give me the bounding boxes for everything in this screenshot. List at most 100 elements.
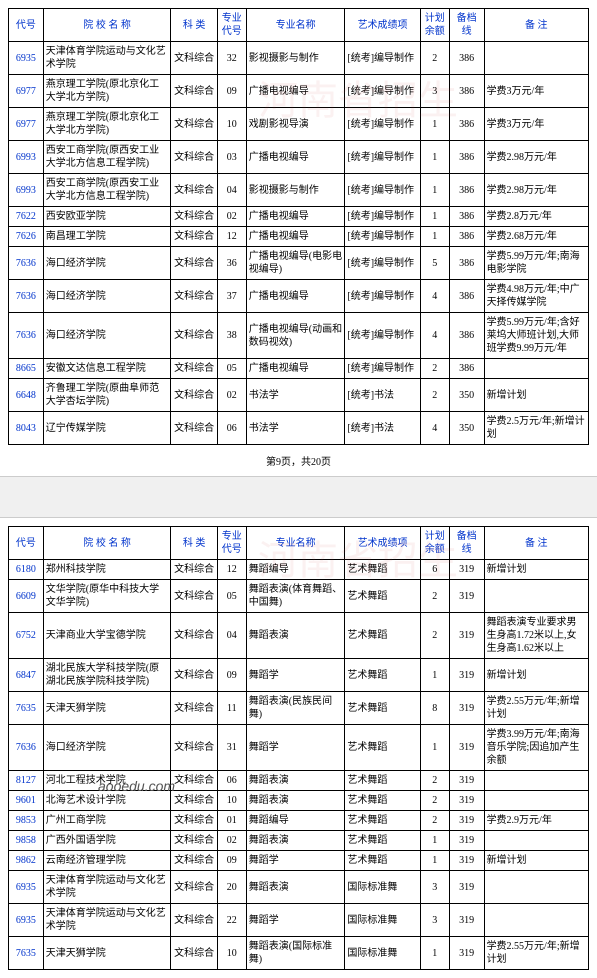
header-majorname: 专业名称 <box>246 9 345 42</box>
header-remark: 备 注 <box>484 527 588 560</box>
cell-score: 319 <box>449 871 484 904</box>
cell-remark <box>484 904 588 937</box>
table-row: 7636海口经济学院文科综合37广播电视编导[统考]编导制作4386学费4.98… <box>9 280 589 313</box>
table-row: 6993西安工商学院(原西安工业大学北方信息工程学院)文科综合04影视摄影与制作… <box>9 174 589 207</box>
cell-school: 湖北民族大学科技学院(原湖北民族学院科技学院) <box>43 659 171 692</box>
cell-plan: 3 <box>420 871 449 904</box>
cell-majorcode: 38 <box>217 313 246 359</box>
cell-remark: 学费2.8万元/年 <box>484 207 588 227</box>
cell-artitem: 艺术舞蹈 <box>345 771 420 791</box>
cell-score: 386 <box>449 280 484 313</box>
cell-plan: 2 <box>420 379 449 412</box>
cell-majorcode: 09 <box>217 659 246 692</box>
cell-score: 319 <box>449 560 484 580</box>
cell-code: 8665 <box>9 359 44 379</box>
cell-school: 辽宁传媒学院 <box>43 412 171 445</box>
cell-score: 350 <box>449 379 484 412</box>
cell-majorname: 影视摄影与制作 <box>246 42 345 75</box>
cell-code: 6993 <box>9 141 44 174</box>
cell-remark: 学费2.55万元/年;新增计划 <box>484 692 588 725</box>
cell-majorcode: 06 <box>217 412 246 445</box>
cell-code: 7636 <box>9 313 44 359</box>
cell-category: 文科综合 <box>171 692 217 725</box>
cell-artitem: 艺术舞蹈 <box>345 560 420 580</box>
cell-artitem: 艺术舞蹈 <box>345 580 420 613</box>
cell-plan: 2 <box>420 791 449 811</box>
table-row: 6935天津体育学院运动与文化艺术学院文科综合20舞蹈表演国际标准舞3319 <box>9 871 589 904</box>
cell-code: 7622 <box>9 207 44 227</box>
cell-artitem: 艺术舞蹈 <box>345 613 420 659</box>
cell-category: 文科综合 <box>171 75 217 108</box>
cell-school: 天津商业大学宝德学院 <box>43 613 171 659</box>
cell-artitem: 国际标准舞 <box>345 904 420 937</box>
cell-majorcode: 02 <box>217 207 246 227</box>
cell-remark: 学费3万元/年 <box>484 75 588 108</box>
cell-code: 6935 <box>9 904 44 937</box>
cell-majorname: 书法学 <box>246 412 345 445</box>
cell-plan: 5 <box>420 247 449 280</box>
cell-plan: 2 <box>420 811 449 831</box>
cell-category: 文科综合 <box>171 613 217 659</box>
cell-remark: 新增计划 <box>484 659 588 692</box>
cell-school: 海口经济学院 <box>43 247 171 280</box>
cell-code: 7636 <box>9 725 44 771</box>
cell-code: 7636 <box>9 280 44 313</box>
cell-score: 319 <box>449 831 484 851</box>
table-row: 7636海口经济学院文科综合31舞蹈学艺术舞蹈1319学费3.99万元/年;南海… <box>9 725 589 771</box>
cell-majorname: 舞蹈编导 <box>246 811 345 831</box>
cell-plan: 1 <box>420 141 449 174</box>
cell-remark: 学费2.98万元/年 <box>484 141 588 174</box>
cell-remark: 学费2.68万元/年 <box>484 227 588 247</box>
cell-score: 386 <box>449 108 484 141</box>
cell-majorcode: 37 <box>217 280 246 313</box>
cell-majorname: 广播电视编导 <box>246 141 345 174</box>
cell-score: 319 <box>449 904 484 937</box>
cell-school: 广州工商学院 <box>43 811 171 831</box>
cell-remark: 舞蹈表演专业要求男生身高1.72米以上,女生身高1.62米以上 <box>484 613 588 659</box>
cell-plan: 2 <box>420 580 449 613</box>
header-row: 代号 院 校 名 称 科 类 专业 代号 专业名称 艺术成绩项 计划 余额 备档… <box>9 527 589 560</box>
cell-score: 319 <box>449 725 484 771</box>
cell-category: 文科综合 <box>171 247 217 280</box>
cell-category: 文科综合 <box>171 580 217 613</box>
cell-code: 9601 <box>9 791 44 811</box>
cell-majorname: 广播电视编导 <box>246 280 345 313</box>
cell-school: 天津体育学院运动与文化艺术学院 <box>43 871 171 904</box>
cell-remark <box>484 831 588 851</box>
cell-score: 386 <box>449 247 484 280</box>
cell-plan: 2 <box>420 42 449 75</box>
cell-code: 7635 <box>9 692 44 725</box>
cell-plan: 1 <box>420 659 449 692</box>
cell-remark: 新增计划 <box>484 379 588 412</box>
cell-artitem: 艺术舞蹈 <box>345 725 420 771</box>
cell-artitem: [统考]编导制作 <box>345 247 420 280</box>
cell-majorcode: 09 <box>217 851 246 871</box>
cell-score: 386 <box>449 75 484 108</box>
cell-artitem: 艺术舞蹈 <box>345 659 420 692</box>
cell-plan: 1 <box>420 831 449 851</box>
cell-artitem: 艺术舞蹈 <box>345 811 420 831</box>
cell-majorname: 舞蹈表演 <box>246 831 345 851</box>
cell-remark: 学费2.55万元/年;新增计划 <box>484 937 588 970</box>
cell-code: 6935 <box>9 42 44 75</box>
cell-remark: 学费5.99万元/年;含好莱坞大师班计划,大师班学费9.99万元/年 <box>484 313 588 359</box>
table-row: 7635天津天狮学院文科综合10舞蹈表演(国际标准舞)国际标准舞1319学费2.… <box>9 937 589 970</box>
cell-school: 安徽文达信息工程学院 <box>43 359 171 379</box>
cell-category: 文科综合 <box>171 937 217 970</box>
cell-remark: 学费2.5万元/年;新增计划 <box>484 412 588 445</box>
header-artitem: 艺术成绩项 <box>345 9 420 42</box>
table-row: 9601北海艺术设计学院文科综合10舞蹈表演艺术舞蹈2319 <box>9 791 589 811</box>
cell-majorcode: 02 <box>217 831 246 851</box>
cell-plan: 3 <box>420 75 449 108</box>
table-row: 8665安徽文达信息工程学院文科综合05广播电视编导[统考]编导制作2386 <box>9 359 589 379</box>
cell-plan: 4 <box>420 313 449 359</box>
cell-artitem: 艺术舞蹈 <box>345 831 420 851</box>
cell-artitem: [统考]书法 <box>345 412 420 445</box>
cell-majorcode: 12 <box>217 560 246 580</box>
cell-majorcode: 11 <box>217 692 246 725</box>
cell-majorcode: 04 <box>217 613 246 659</box>
cell-majorcode: 02 <box>217 379 246 412</box>
cell-artitem: 艺术舞蹈 <box>345 692 420 725</box>
cell-school: 西安工商学院(原西安工业大学北方信息工程学院) <box>43 141 171 174</box>
table-row: 6977燕京理工学院(原北京化工大学北方学院)文科综合09广播电视编导[统考]编… <box>9 75 589 108</box>
